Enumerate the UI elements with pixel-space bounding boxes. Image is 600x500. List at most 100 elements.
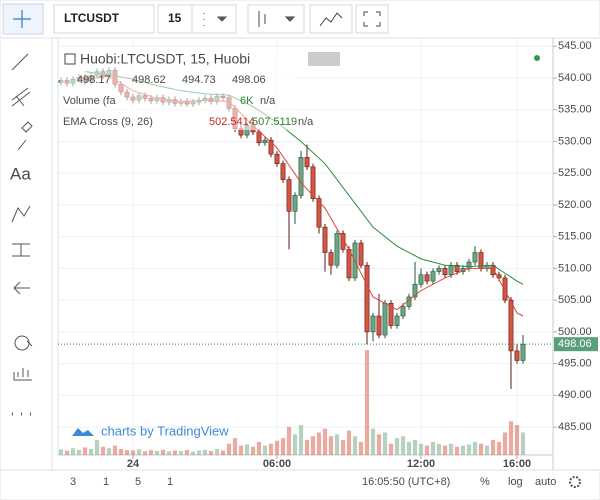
y-tick-label: 515.00 <box>558 231 592 243</box>
candle-body <box>472 252 478 263</box>
volume-bar <box>184 450 190 455</box>
x-tick-label: 06:00 <box>263 458 291 470</box>
indicators-button[interactable] <box>309 4 353 34</box>
settings-gear[interactable] <box>569 476 581 488</box>
candle-body <box>376 315 382 336</box>
candle-body <box>274 153 280 164</box>
y-tick-label: 535.00 <box>558 104 592 116</box>
volume-bar <box>442 445 448 455</box>
interval-menu[interactable] <box>191 4 237 34</box>
volume-bar <box>148 450 154 455</box>
candle-body <box>256 131 262 144</box>
volume-bar <box>316 432 322 455</box>
volume-bar <box>406 441 412 455</box>
volume-bar <box>472 441 478 455</box>
candle-body <box>466 261 472 269</box>
symbol-box[interactable] <box>53 4 155 34</box>
legend-backdrop <box>60 50 300 130</box>
candle-body <box>268 139 274 155</box>
candle-body <box>364 264 370 333</box>
volume-bar <box>76 449 82 455</box>
percent-toggle[interactable]: % <box>480 476 490 488</box>
candle-body <box>424 274 430 282</box>
range-button[interactable]: 1 <box>167 476 173 488</box>
chart-style-button[interactable] <box>247 4 305 34</box>
volume-bar <box>82 447 88 455</box>
candle-body <box>316 198 322 228</box>
volume-bar <box>166 451 172 455</box>
tool-icons[interactable] <box>11 205 33 381</box>
volume-bar <box>196 450 202 455</box>
draw-tools-icons[interactable] <box>11 53 33 151</box>
candle-body <box>448 264 454 276</box>
volume-bar <box>238 445 244 455</box>
volume-bar <box>256 441 262 455</box>
candle-body <box>454 264 460 272</box>
volume-bar <box>466 444 472 455</box>
y-tick-label: 530.00 <box>558 135 592 147</box>
volume-bar <box>346 430 352 455</box>
volume-bar <box>460 445 466 455</box>
volume-bar <box>268 443 274 455</box>
y-tick-label: 510.00 <box>558 262 592 274</box>
volume-bar <box>136 449 142 455</box>
volume-bar <box>292 434 298 455</box>
volume-bar <box>100 446 106 455</box>
candle-body <box>304 157 310 168</box>
range-button[interactable]: 5 <box>135 476 141 488</box>
interval-box[interactable] <box>157 4 193 34</box>
candle-body <box>292 195 298 212</box>
range-button[interactable]: 3 <box>70 476 76 488</box>
volume-bar <box>106 448 112 455</box>
last-price-label: 498.06 <box>558 338 592 350</box>
ohlc-low: 494.73 <box>182 74 216 86</box>
volume-bar <box>94 440 100 455</box>
candle-body <box>262 139 268 144</box>
volume-bar <box>112 445 118 455</box>
volume-bar <box>436 443 442 455</box>
crosshair-icon <box>13 10 31 28</box>
volume-bar <box>484 445 490 455</box>
fullscreen-button[interactable] <box>355 4 389 34</box>
y-tick-label: 520.00 <box>558 199 592 211</box>
volume-bar <box>160 449 166 455</box>
candle-body <box>370 315 376 333</box>
volume-bar <box>322 428 328 455</box>
y-tick-label: 525.00 <box>558 167 592 179</box>
legend-toggle[interactable] <box>64 53 76 65</box>
candle-body <box>388 303 394 326</box>
candle-body <box>514 350 520 361</box>
volume-legend: Volume (fa <box>63 95 116 107</box>
volume-bar <box>274 440 280 455</box>
volume-bar <box>508 421 514 455</box>
volume-bar <box>400 436 406 455</box>
auto-toggle[interactable]: auto <box>535 476 556 488</box>
volume-bar <box>118 449 124 455</box>
volume-bar <box>280 438 286 455</box>
candle-body <box>358 242 364 266</box>
volume-bar <box>310 436 316 455</box>
bottom-bar <box>0 469 600 500</box>
volume-bar <box>364 350 370 455</box>
clock: 16:05:50 (UTC+8) <box>362 476 450 488</box>
candle-body <box>340 233 346 250</box>
symbol: LTCUSDT <box>64 11 120 25</box>
y-tick-label: 485.00 <box>558 421 592 433</box>
volume-bar <box>220 450 226 455</box>
log-toggle[interactable]: log <box>508 476 523 488</box>
volume-bar <box>394 438 400 455</box>
y-tick-label: 495.00 <box>558 358 592 370</box>
volume-bar <box>298 425 304 455</box>
candle-body <box>334 233 340 266</box>
volume-bar <box>382 432 388 455</box>
legend-buttons[interactable] <box>308 52 340 66</box>
volume-bar <box>124 450 130 455</box>
volume-bar <box>334 434 340 455</box>
volume-bar <box>388 443 394 455</box>
volume-bar <box>448 443 454 455</box>
last-price-box <box>554 337 598 352</box>
text-tool[interactable]: Aa <box>10 164 31 183</box>
range-button[interactable]: 1 <box>103 476 109 488</box>
volume-bar <box>424 445 430 455</box>
volume-bar <box>88 449 94 455</box>
